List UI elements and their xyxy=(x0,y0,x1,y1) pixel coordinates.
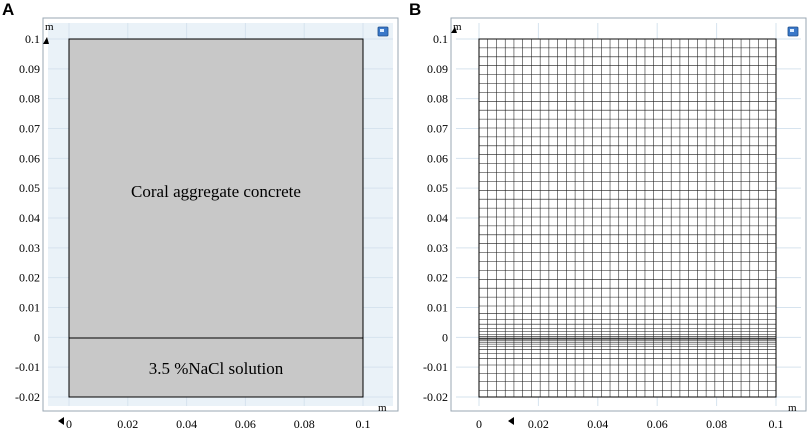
x-axis-marker-icon-a xyxy=(58,417,64,425)
x-axis-marker-icon-b xyxy=(508,417,514,425)
y-tick-label: 0.01 xyxy=(427,301,448,315)
y-axis-marker-icon-a xyxy=(43,37,49,44)
x-tick-label: 0 xyxy=(476,417,482,431)
x-tick-label: 0.08 xyxy=(706,417,727,431)
panel-b: B m m 0.1 0.09 0.08 0.07 0.06 0.05 0.04 0.03 0.0… xyxy=(409,0,807,431)
y-tick-label: 0.08 xyxy=(427,92,448,106)
y-tick-label: 0.09 xyxy=(19,62,40,76)
y-tick-label: 0.08 xyxy=(19,92,40,106)
x-tick-label: 0.08 xyxy=(294,417,315,431)
region-label-concrete: Coral aggregate concrete xyxy=(131,182,301,201)
y-tick-label: 0.03 xyxy=(427,241,448,255)
y-tick-label: 0.1 xyxy=(25,32,40,46)
y-tick-labels-a: 0.1 0.09 0.08 0.07 0.06 0.05 0.04 0.03 0.02 0.01 0… xyxy=(15,32,40,404)
y-tick-label: 0.03 xyxy=(19,241,40,255)
y-tick-label: 0.04 xyxy=(427,211,448,225)
domain-a xyxy=(68,38,364,398)
x-tick-label: 0.04 xyxy=(587,417,608,431)
x-tick-label: 0.04 xyxy=(176,417,197,431)
region-label-solution: 3.5 %NaCl solution xyxy=(149,359,284,378)
x-tick-labels-a: 0 0.02 0.04 0.06 0.08 0.1 xyxy=(66,417,371,431)
panel-letter-b: B xyxy=(409,0,421,19)
y-tick-labels-b: 0.1 0.09 0.08 0.07 0.06 0.05 0.04 0.03 0.02 0.01 0… xyxy=(423,32,448,404)
y-tick-label: 0.01 xyxy=(19,301,40,315)
x-tick-label: 0.02 xyxy=(528,417,549,431)
panel-a: A Coral aggregate concrete 3.5 %NaCl sol… xyxy=(2,0,399,431)
view-toolbar-icon-b-glint xyxy=(790,29,794,32)
y-tick-label: -0.02 xyxy=(15,390,40,404)
y-tick-label: 0.05 xyxy=(427,181,448,195)
x-unit-b: m xyxy=(788,402,797,414)
y-unit-a: m xyxy=(45,21,54,33)
y-tick-label: 0.05 xyxy=(19,181,40,195)
x-tick-labels-b: 0 0.02 0.04 0.06 0.08 0.1 xyxy=(476,417,784,431)
panel-letter-a: A xyxy=(2,0,14,19)
y-tick-label: 0.07 xyxy=(19,122,40,136)
y-tick-label: 0.04 xyxy=(19,211,40,225)
y-tick-label: 0.1 xyxy=(433,32,448,46)
y-tick-label: -0.02 xyxy=(423,390,448,404)
y-tick-label: 0.02 xyxy=(19,271,40,285)
x-tick-label: 0.1 xyxy=(769,417,784,431)
x-tick-label: 0.1 xyxy=(356,417,371,431)
y-tick-label: -0.01 xyxy=(423,360,448,374)
y-tick-label: 0 xyxy=(442,330,448,344)
x-tick-label: 0.02 xyxy=(117,417,138,431)
mesh-b xyxy=(479,38,776,397)
y-tick-label: 0.02 xyxy=(427,271,448,285)
x-unit-a: m xyxy=(378,402,387,414)
y-unit-b: m xyxy=(453,21,462,33)
y-tick-label: 0.06 xyxy=(19,151,40,165)
x-tick-label: 0.06 xyxy=(235,417,256,431)
y-axis-marker-icon-b xyxy=(451,27,457,33)
view-toolbar-icon-a-glint xyxy=(380,29,384,32)
y-tick-label: 0 xyxy=(34,330,40,344)
x-tick-label: 0.06 xyxy=(647,417,668,431)
y-tick-label: 0.09 xyxy=(427,62,448,76)
x-tick-label: 0 xyxy=(66,417,72,431)
y-tick-label: -0.01 xyxy=(15,360,40,374)
y-tick-label: 0.06 xyxy=(427,151,448,165)
y-tick-label: 0.07 xyxy=(427,122,448,136)
